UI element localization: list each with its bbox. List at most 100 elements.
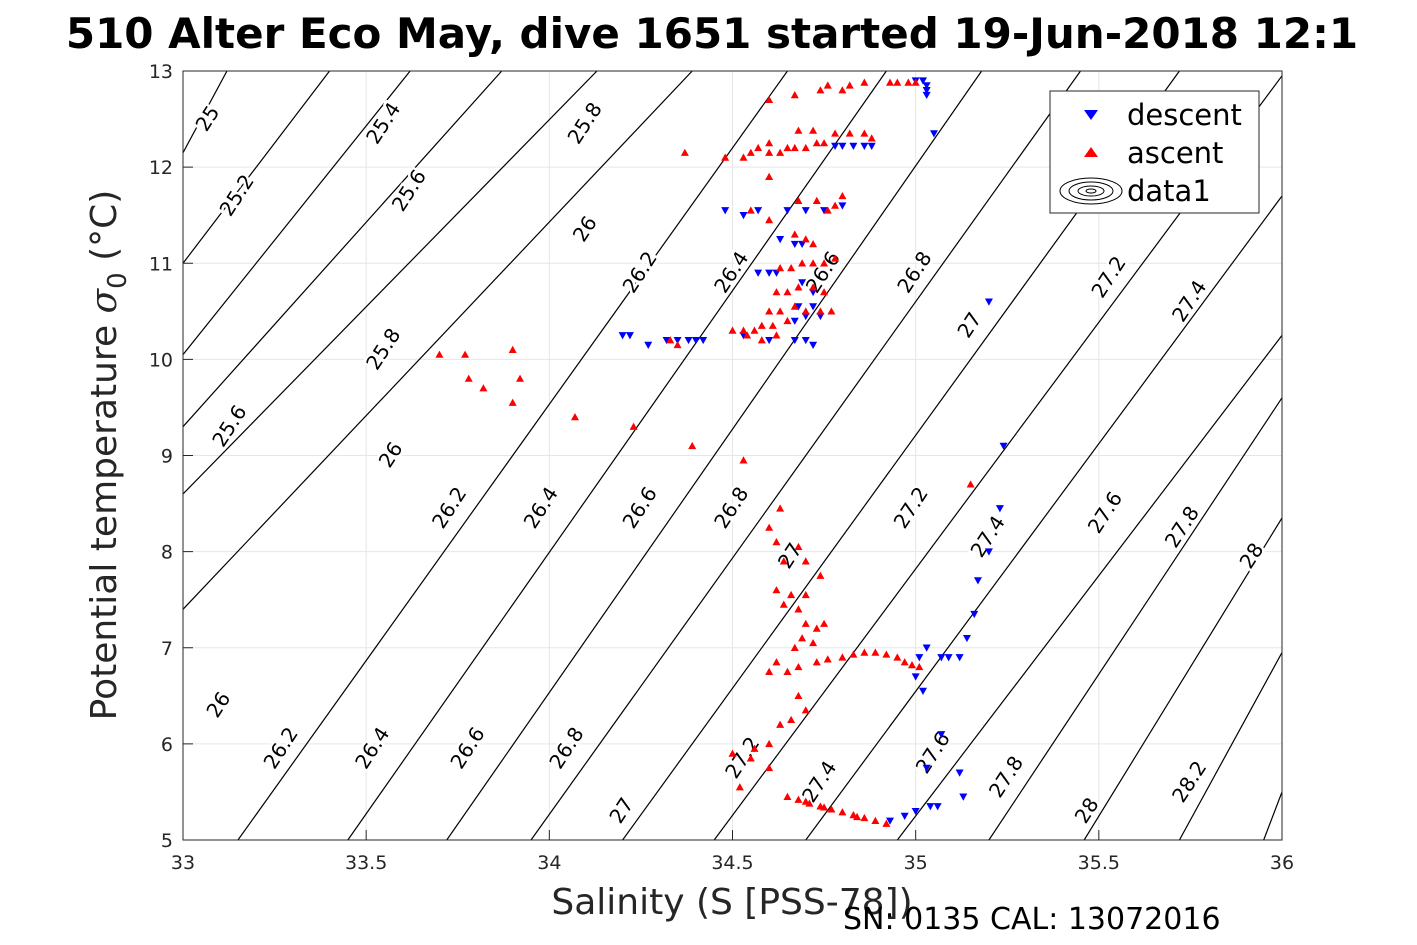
descent-point xyxy=(820,207,829,215)
contour-label: 27 xyxy=(952,308,986,342)
contour-label: 27.4 xyxy=(797,756,841,806)
ascent-point xyxy=(893,653,902,661)
ascent-point xyxy=(666,336,675,344)
contour-line xyxy=(183,71,411,355)
contour-label: 26 xyxy=(568,212,602,246)
ascent-point xyxy=(765,667,774,675)
descent-point xyxy=(801,312,810,321)
contour-label: 25.6 xyxy=(387,165,431,215)
ascent-point xyxy=(464,374,473,382)
ascent-point xyxy=(739,153,748,161)
descent-point xyxy=(867,142,876,150)
descent-point xyxy=(922,764,931,772)
ascent-point xyxy=(801,706,810,714)
ascent-point xyxy=(900,658,909,666)
ascent-point xyxy=(911,78,920,86)
contour-label: 25.6 xyxy=(207,401,251,451)
descent-point xyxy=(922,87,931,95)
ascent-point xyxy=(779,600,788,608)
ascent-point xyxy=(508,398,517,406)
contour-label: 26.4 xyxy=(709,247,753,297)
contour-line xyxy=(183,71,598,495)
ascent-point xyxy=(794,691,803,700)
legend-ascent-marker xyxy=(1084,147,1098,157)
ascent-point xyxy=(871,816,880,824)
descent-point xyxy=(765,336,774,345)
descent-point xyxy=(970,610,979,619)
y-tick-label: 10 xyxy=(149,349,173,371)
ascent-point xyxy=(772,288,781,296)
descent-point xyxy=(984,298,993,306)
ascent-point xyxy=(772,331,781,339)
ascent-point xyxy=(772,538,781,546)
y-axis-ticks: 5 6 7 8 9 10 11 12 13 xyxy=(149,61,193,852)
ascent-point xyxy=(860,129,869,137)
ascent-point xyxy=(776,148,785,156)
descent-point xyxy=(644,341,653,349)
descent-point xyxy=(918,77,927,85)
ascent-point xyxy=(838,808,847,816)
descent-point xyxy=(900,812,909,820)
descent-point xyxy=(944,654,953,662)
ascent-point xyxy=(790,143,799,152)
ascent-point xyxy=(790,302,799,310)
x-tick-label: 36 xyxy=(1270,852,1294,874)
y-axis-label-sub: 0 xyxy=(103,272,133,289)
descent-point xyxy=(831,142,840,150)
contour-label: 27.8 xyxy=(1160,502,1204,552)
ascent-point xyxy=(860,648,869,656)
data-points xyxy=(435,77,1008,827)
legend-box xyxy=(1049,90,1260,214)
ascent-point xyxy=(629,422,638,430)
ascent-point xyxy=(680,148,689,156)
x-axis-label: Salinity (S [PSS-78]) xyxy=(551,882,912,923)
ascent-point xyxy=(765,763,774,772)
ascent-point xyxy=(816,571,825,579)
ascent-point xyxy=(820,259,829,267)
ascent-point xyxy=(809,259,818,267)
ascent-point xyxy=(688,441,697,450)
descent-point xyxy=(933,803,942,811)
ascent-point xyxy=(794,126,803,134)
descent-point xyxy=(809,288,818,297)
ascent-point xyxy=(794,542,803,551)
contour-line xyxy=(237,71,788,840)
ascent-point xyxy=(787,715,796,724)
ascent-point xyxy=(750,326,759,334)
contour-label: 26.8 xyxy=(544,723,588,773)
ascent-point xyxy=(838,191,847,200)
contour-label: 27.2 xyxy=(720,732,764,782)
ascent-point xyxy=(831,129,840,137)
y-tick-label: 12 xyxy=(149,157,173,179)
ascent-point xyxy=(801,797,810,805)
ascent-point xyxy=(908,661,917,669)
y-tick-label: 9 xyxy=(161,446,173,468)
ascent-point xyxy=(801,307,810,315)
chart-title: 510 Alter Eco May, dive 1651 started 19-… xyxy=(66,9,1358,58)
x-tick-label: 35.5 xyxy=(1078,852,1120,874)
y-tick-label: 5 xyxy=(161,830,173,852)
descent-point xyxy=(754,269,763,277)
y-axis-label-sigma: σ xyxy=(84,287,125,313)
descent-point xyxy=(721,207,730,215)
contour-label: 28 xyxy=(1234,538,1268,572)
contour-label: 27.6 xyxy=(911,727,955,777)
descent-point xyxy=(739,211,748,220)
ascent-point xyxy=(739,456,748,464)
ascent-point xyxy=(783,792,792,800)
descent-point xyxy=(801,336,810,345)
ascent-point xyxy=(794,283,803,291)
ascent-point xyxy=(794,662,803,671)
descent-point xyxy=(860,142,869,150)
descent-point xyxy=(984,548,993,556)
ascent-point xyxy=(790,91,799,99)
ascent-point xyxy=(801,619,810,627)
descent-point xyxy=(790,317,799,325)
y-axis-label: Potential temperature σ0 (°C) xyxy=(84,190,133,721)
ascent-point xyxy=(801,143,810,152)
descent-point xyxy=(794,303,803,311)
descent-point xyxy=(838,202,847,210)
contour-line xyxy=(530,71,1082,840)
ascent-point xyxy=(798,259,807,267)
descent-point xyxy=(959,793,968,801)
